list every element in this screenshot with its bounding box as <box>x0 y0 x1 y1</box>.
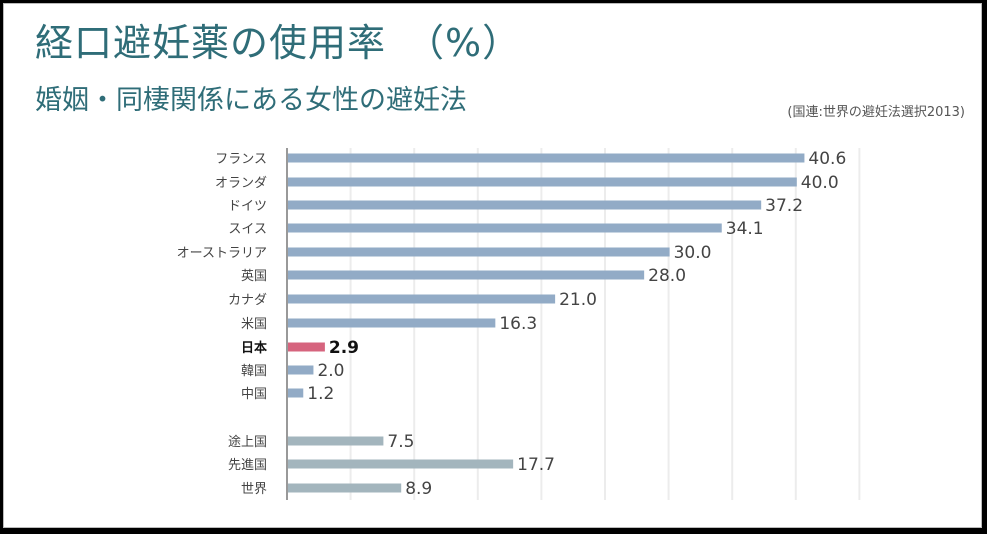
bar <box>288 388 304 398</box>
bar <box>288 436 384 446</box>
value-label: 34.1 <box>726 219 764 239</box>
value-label: 28.0 <box>648 266 686 286</box>
category-label: 中国 <box>241 387 267 402</box>
bar <box>288 294 556 304</box>
value-label: 40.0 <box>801 173 839 193</box>
value-label: 7.5 <box>387 432 414 452</box>
value-labels: 40.6 40.0 37.234.1 30.0 28.0 21.0 16.3 2.9 2.0 1.… <box>307 149 846 499</box>
bar <box>288 318 496 328</box>
chart-subtitle: 婚姻・同棲関係にある女性の避妊法 <box>35 85 467 116</box>
value-label: 40.6 <box>808 149 846 169</box>
category-label: オランダ <box>215 176 267 191</box>
category-label: フランス <box>215 152 267 167</box>
category-label: スイス <box>228 222 267 237</box>
value-label: 37.2 <box>765 196 803 216</box>
value-label: 1.2 <box>307 384 334 404</box>
category-labels: フランスオランダドイツスイスオーストラリア英国カナダ米国日本韓国中国途上国先進国… <box>177 152 267 497</box>
category-label: カナダ <box>228 293 267 308</box>
value-label: 8.9 <box>405 479 432 499</box>
value-label: 30.0 <box>674 243 712 263</box>
bar <box>288 200 762 210</box>
category-label: 日本 <box>241 340 267 356</box>
bars <box>288 153 805 493</box>
bar <box>288 483 402 493</box>
bar <box>288 365 314 375</box>
value-label: 16.3 <box>499 314 537 334</box>
value-label: 2.9 <box>329 338 359 358</box>
bar <box>288 270 645 280</box>
bar <box>288 223 722 233</box>
category-label: 世界 <box>241 482 267 497</box>
value-label: 21.0 <box>559 290 597 310</box>
bar <box>288 342 325 352</box>
category-label: 英国 <box>241 269 267 284</box>
value-label: 17.7 <box>517 455 555 475</box>
category-label: 米国 <box>241 317 267 332</box>
source-note: (国連:世界の避妊法選択2013) <box>787 105 965 120</box>
bar <box>288 153 805 163</box>
value-label: 2.0 <box>317 361 344 381</box>
category-label: オーストラリア <box>177 246 267 261</box>
chart-title: 経口避妊薬の使用率 （%） <box>35 21 522 65</box>
category-label: ドイツ <box>228 199 267 214</box>
chart-frame: 経口避妊薬の使用率 （%） 婚姻・同棲関係にある女性の避妊法 (国連:世界の避妊… <box>3 3 982 528</box>
category-label: 先進国 <box>228 458 267 473</box>
category-label: 途上国 <box>228 434 267 450</box>
category-label: 韓国 <box>241 364 267 379</box>
bar <box>288 177 797 187</box>
bar <box>288 459 514 469</box>
bar <box>288 247 670 257</box>
